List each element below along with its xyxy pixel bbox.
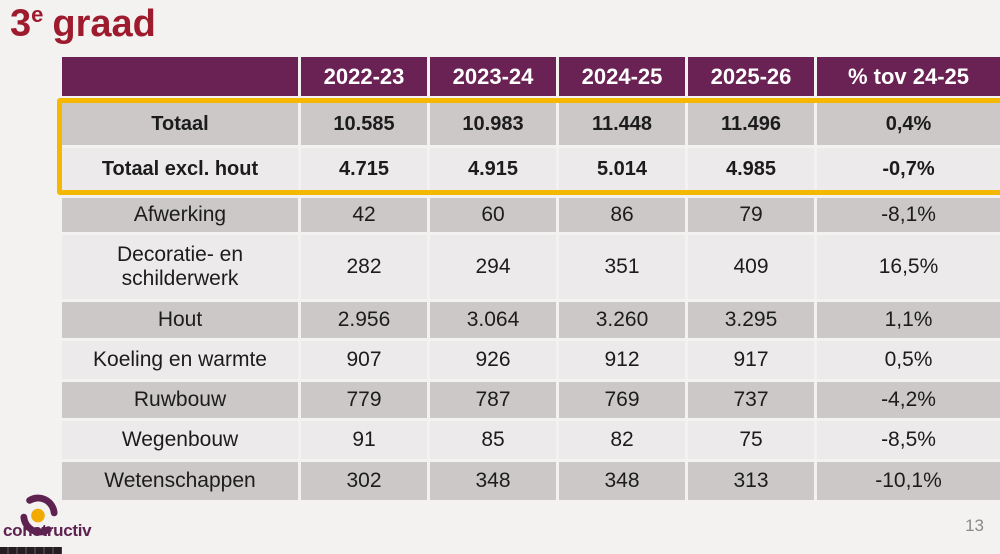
cell-value: 11.496 <box>688 103 814 145</box>
header-cell-pct-tov: % tov 24-25 <box>817 57 1000 96</box>
cell-value: 10.585 <box>301 103 427 145</box>
row-label: Ruwbouw <box>62 382 298 418</box>
cell-value: 926 <box>430 341 556 379</box>
row-label: Totaal excl. hout <box>62 148 298 190</box>
row-label: Hout <box>62 302 298 338</box>
cell-value: 3.260 <box>559 302 685 338</box>
row-label: Wetenschappen <box>62 462 298 500</box>
cell-value: 348 <box>559 462 685 500</box>
cell-value: 82 <box>559 421 685 459</box>
cell-value: 313 <box>688 462 814 500</box>
cell-value: 0,5% <box>817 341 1000 379</box>
cell-value: 907 <box>301 341 427 379</box>
cell-value: 737 <box>688 382 814 418</box>
header-cell-2023-24: 2023-24 <box>430 57 556 96</box>
table-row-wegenbouw: Wegenbouw 91 85 82 75 -8,5% <box>62 421 1000 459</box>
enrollment-table: 2022-23 2023-24 2024-25 2025-26 % tov 24… <box>57 57 1000 500</box>
cell-value: 787 <box>430 382 556 418</box>
constructiv-swirl-logo-icon <box>20 494 58 536</box>
bottom-left-dark-strip <box>0 547 62 554</box>
table-row-koeling-en-warmte: Koeling en warmte 907 926 912 917 0,5% <box>62 341 1000 379</box>
cell-value: 86 <box>559 198 685 232</box>
table-row-afwerking: Afwerking 42 60 86 79 -8,1% <box>62 198 1000 232</box>
cell-value: 60 <box>430 198 556 232</box>
totals-highlight-box: Totaal 10.585 10.983 11.448 11.496 0,4% … <box>57 98 1000 195</box>
cell-value: 1,1% <box>817 302 1000 338</box>
table-row-totaal-excl-hout: Totaal excl. hout 4.715 4.915 5.014 4.98… <box>62 148 1000 190</box>
row-label: Wegenbouw <box>62 421 298 459</box>
table-header-row: 2022-23 2023-24 2024-25 2025-26 % tov 24… <box>62 57 1000 96</box>
cell-value: -8,1% <box>817 198 1000 232</box>
cell-value: 75 <box>688 421 814 459</box>
title-number: 3 <box>10 2 32 45</box>
cell-value: -8,5% <box>817 421 1000 459</box>
cell-value: -4,2% <box>817 382 1000 418</box>
table-row-decoratie-en-schilderwerk: Decoratie- en schilderwerk 282 294 351 4… <box>62 235 1000 299</box>
cell-value: 769 <box>559 382 685 418</box>
cell-value: 5.014 <box>559 148 685 190</box>
cell-value: 351 <box>559 235 685 299</box>
title-text: graad <box>52 2 156 45</box>
page-number: 13 <box>965 516 984 535</box>
cell-value: 294 <box>430 235 556 299</box>
cell-value: 2.956 <box>301 302 427 338</box>
table-row-wetenschappen: Wetenschappen 302 348 348 313 -10,1% <box>62 462 1000 500</box>
cell-value: 10.983 <box>430 103 556 145</box>
cell-value: 282 <box>301 235 427 299</box>
title-superscript: e <box>31 2 44 27</box>
table-row-totaal: Totaal 10.585 10.983 11.448 11.496 0,4% <box>62 103 1000 145</box>
cell-value: 0,4% <box>817 103 1000 145</box>
header-cell-2022-23: 2022-23 <box>301 57 427 96</box>
table-row-ruwbouw: Ruwbouw 779 787 769 737 -4,2% <box>62 382 1000 418</box>
header-cell-2024-25: 2024-25 <box>559 57 685 96</box>
cell-value: 79 <box>688 198 814 232</box>
header-cell-empty <box>62 57 298 96</box>
cell-value: 302 <box>301 462 427 500</box>
page-title: 3e graad <box>10 2 156 46</box>
header-cell-2025-26: 2025-26 <box>688 57 814 96</box>
row-label: Totaal <box>62 103 298 145</box>
cell-value: 917 <box>688 341 814 379</box>
cell-value: 3.295 <box>688 302 814 338</box>
row-label: Decoratie- en schilderwerk <box>62 235 298 299</box>
cell-value: 42 <box>301 198 427 232</box>
cell-value: 16,5% <box>817 235 1000 299</box>
row-label: Koeling en warmte <box>62 341 298 379</box>
cell-value: 4.715 <box>301 148 427 190</box>
table-row-hout: Hout 2.956 3.064 3.260 3.295 1,1% <box>62 302 1000 338</box>
cell-value: -10,1% <box>817 462 1000 500</box>
cell-value: 779 <box>301 382 427 418</box>
cell-value: 91 <box>301 421 427 459</box>
row-label: Afwerking <box>62 198 298 232</box>
constructiv-logo-text: constructiv <box>3 521 92 540</box>
cell-value: 4.915 <box>430 148 556 190</box>
cell-value: 409 <box>688 235 814 299</box>
cell-value: 85 <box>430 421 556 459</box>
cell-value: 4.985 <box>688 148 814 190</box>
cell-value: -0,7% <box>817 148 1000 190</box>
cell-value: 912 <box>559 341 685 379</box>
cell-value: 11.448 <box>559 103 685 145</box>
cell-value: 3.064 <box>430 302 556 338</box>
cell-value: 348 <box>430 462 556 500</box>
